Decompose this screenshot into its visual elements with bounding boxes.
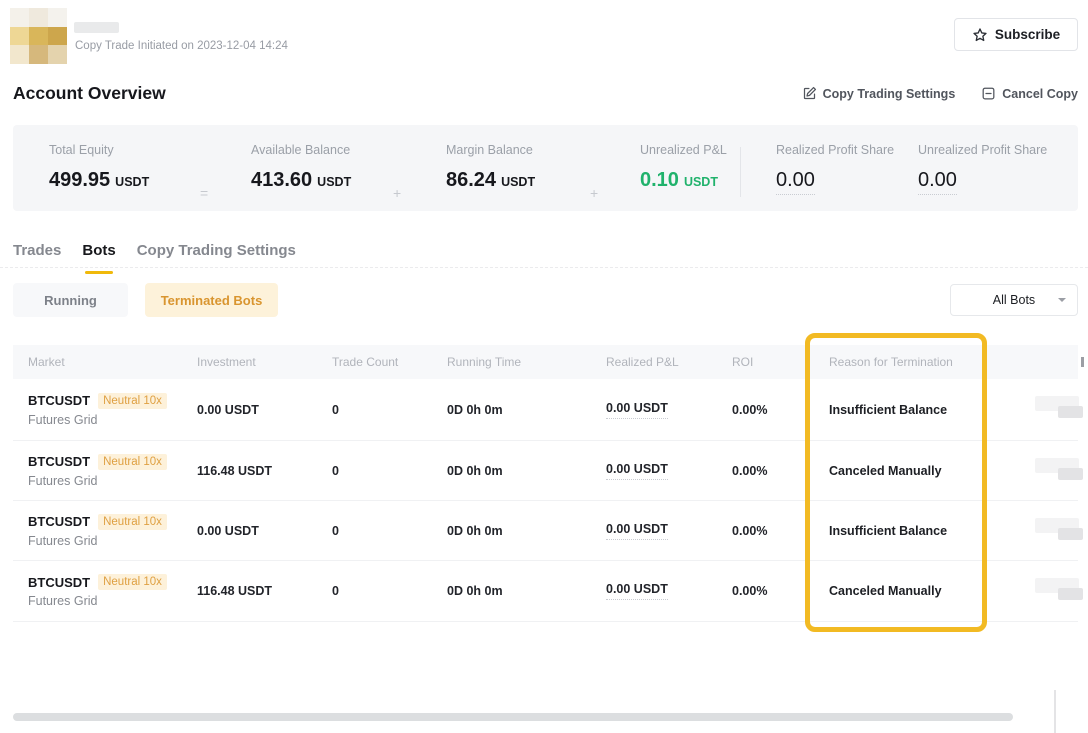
realized-pnl-cell: 0.00 USDT (606, 501, 668, 560)
column-reason-for-termination: Reason for Termination (829, 345, 953, 379)
realized-pnl-cell: 0.00 USDT (606, 379, 668, 440)
subscribe-label: Subscribe (995, 27, 1060, 42)
copy-trading-settings-label: Copy Trading Settings (823, 87, 956, 101)
plus-operator: + (393, 185, 401, 201)
column-realized-pnl: Realized P&L (606, 345, 679, 379)
market-symbol: BTCUSDT (28, 575, 90, 590)
trader-name-redacted (74, 22, 119, 33)
realized-profit-share-value: 0.00 (776, 169, 815, 195)
trade-count-cell: 0 (332, 501, 339, 560)
total-equity-value: 499.95 (49, 169, 110, 192)
cancel-copy-button[interactable]: Cancel Copy (981, 86, 1078, 101)
table-header: Market Investment Trade Count Running Ti… (13, 345, 1078, 379)
overview-actions: Copy Trading Settings Cancel Copy (802, 86, 1078, 101)
unrealized-profit-share-value: 0.00 (918, 169, 957, 195)
termination-reason-cell: Canceled Manually (829, 561, 942, 621)
investment-cell: 0.00 USDT (197, 379, 259, 440)
table-row: BTCUSDT Neutral 10x Futures Grid 0.00 US… (13, 379, 1078, 441)
trade-count-cell: 0 (332, 379, 339, 440)
column-trade-count: Trade Count (332, 345, 398, 379)
running-time-cell: 0D 0h 0m (447, 561, 503, 621)
redacted-action-secondary[interactable] (1058, 588, 1083, 600)
tab-bots[interactable]: Bots (82, 240, 115, 267)
bot-type: Futures Grid (28, 534, 167, 548)
market-cell: BTCUSDT Neutral 10x Futures Grid (28, 514, 167, 548)
unrealized-pnl-value: 0.10 (640, 169, 679, 192)
running-time-cell: 0D 0h 0m (447, 379, 503, 440)
market-cell: BTCUSDT Neutral 10x Futures Grid (28, 454, 167, 488)
leverage-badge: Neutral 10x (98, 514, 167, 530)
subscribe-button[interactable]: Subscribe (954, 18, 1078, 51)
vertical-scrollbar-fragment[interactable] (1054, 690, 1056, 733)
tab-trades[interactable]: Trades (13, 240, 61, 267)
tab-copy-trading-settings[interactable]: Copy Trading Settings (137, 240, 296, 267)
market-symbol: BTCUSDT (28, 454, 90, 469)
copy-trading-settings-button[interactable]: Copy Trading Settings (802, 86, 956, 101)
table-row: BTCUSDT Neutral 10x Futures Grid 116.48 … (13, 561, 1078, 622)
bot-type: Futures Grid (28, 594, 167, 608)
termination-reason-cell: Canceled Manually (829, 441, 942, 500)
clipped-column-header (1081, 357, 1084, 367)
roi-cell: 0.00% (732, 379, 767, 440)
equals-operator: = (200, 185, 208, 201)
leverage-badge: Neutral 10x (98, 574, 167, 590)
copy-trade-initiated-text: Copy Trade Initiated on 2023-12-04 14:24 (75, 40, 288, 52)
running-time-cell: 0D 0h 0m (447, 501, 503, 560)
trader-avatar (10, 8, 67, 64)
all-bots-dropdown[interactable]: All Bots (950, 284, 1078, 316)
table-row: BTCUSDT Neutral 10x Futures Grid 116.48 … (13, 441, 1078, 501)
redacted-action-secondary[interactable] (1058, 468, 1083, 480)
column-investment: Investment (197, 345, 256, 379)
trade-count-cell: 0 (332, 561, 339, 621)
column-market: Market (28, 345, 65, 379)
termination-reason-cell: Insufficient Balance (829, 501, 947, 560)
trade-count-cell: 0 (332, 441, 339, 500)
copy-trading-detail-page: Copy Trade Initiated on 2023-12-04 14:24… (0, 0, 1088, 733)
subtab-running[interactable]: Running (13, 283, 128, 317)
column-running-time: Running Time (447, 345, 521, 379)
termination-reason-cell: Insufficient Balance (829, 379, 947, 440)
star-icon (972, 27, 988, 43)
account-overview-panel: Total Equity 499.95USDT = Available Bala… (13, 125, 1078, 211)
market-cell: BTCUSDT Neutral 10x Futures Grid (28, 393, 167, 427)
chevron-down-icon (1058, 298, 1066, 302)
market-symbol: BTCUSDT (28, 514, 90, 529)
investment-cell: 116.48 USDT (197, 561, 272, 621)
bot-type: Futures Grid (28, 413, 167, 427)
realized-pnl-cell: 0.00 USDT (606, 441, 668, 500)
all-bots-selected-value: All Bots (993, 293, 1035, 307)
horizontal-scrollbar[interactable] (13, 713, 1013, 721)
market-symbol: BTCUSDT (28, 393, 90, 408)
market-cell: BTCUSDT Neutral 10x Futures Grid (28, 574, 167, 608)
redacted-action-secondary[interactable] (1058, 406, 1083, 418)
roi-cell: 0.00% (732, 501, 767, 560)
available-balance-value: 413.60 (251, 169, 312, 192)
stats-divider (740, 147, 741, 197)
roi-cell: 0.00% (732, 441, 767, 500)
investment-cell: 0.00 USDT (197, 501, 259, 560)
running-time-cell: 0D 0h 0m (447, 441, 503, 500)
investment-cell: 116.48 USDT (197, 441, 272, 500)
leverage-badge: Neutral 10x (98, 393, 167, 409)
roi-cell: 0.00% (732, 561, 767, 621)
realized-pnl-cell: 0.00 USDT (606, 561, 668, 621)
main-tabs: Trades Bots Copy Trading Settings (0, 240, 1088, 268)
margin-balance-value: 86.24 (446, 169, 496, 192)
redacted-action-secondary[interactable] (1058, 528, 1083, 540)
page-title: Account Overview (13, 83, 166, 104)
table-row: BTCUSDT Neutral 10x Futures Grid 0.00 US… (13, 501, 1078, 561)
plus-operator: + (590, 185, 598, 201)
column-roi: ROI (732, 345, 753, 379)
edit-icon (802, 86, 817, 101)
minus-square-icon (981, 86, 996, 101)
bot-type: Futures Grid (28, 474, 167, 488)
cancel-copy-label: Cancel Copy (1002, 87, 1078, 101)
subtab-terminated-bots[interactable]: Terminated Bots (145, 283, 278, 317)
leverage-badge: Neutral 10x (98, 454, 167, 470)
